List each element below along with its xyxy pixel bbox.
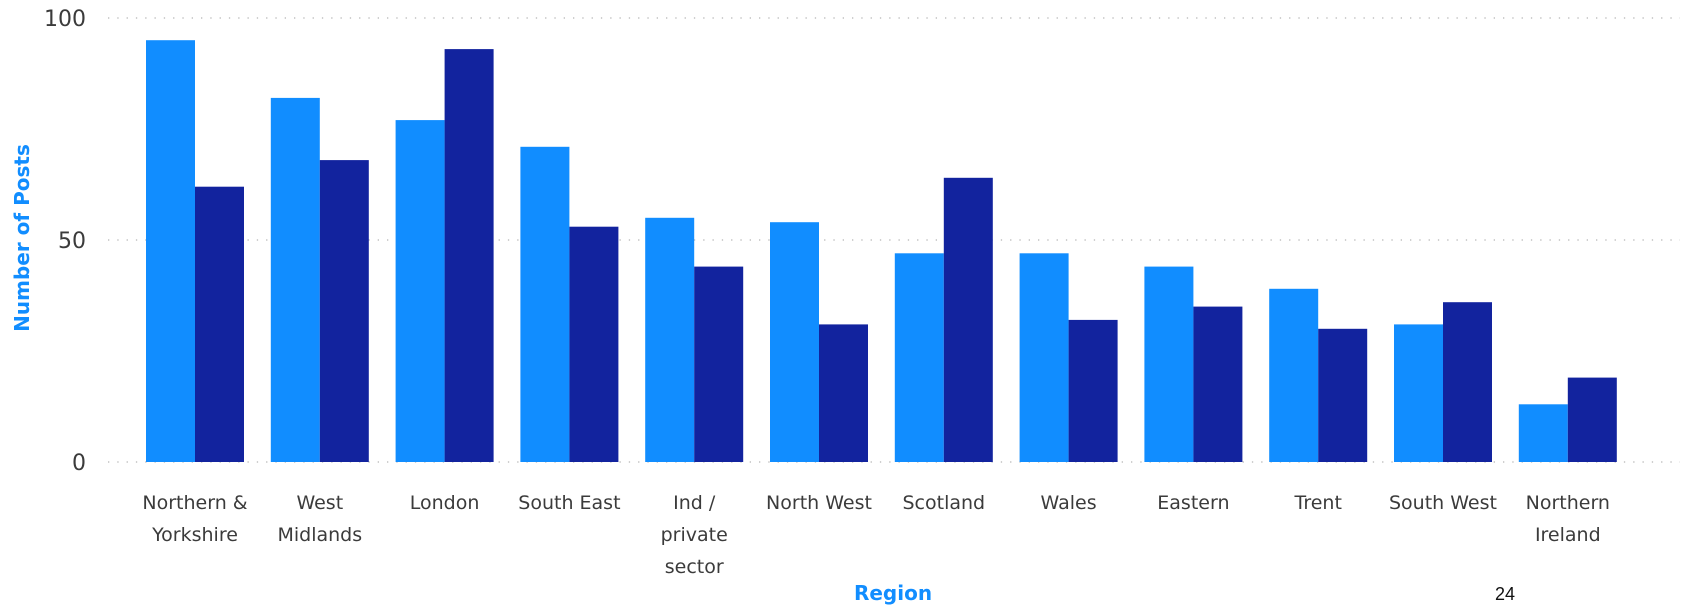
x-axis-title: Region (854, 581, 932, 605)
x-category-label-line: South West (1389, 492, 1497, 514)
bar-series-1-cat-6 (770, 222, 819, 462)
x-category-label-line: Ireland (1535, 524, 1601, 546)
bar-series-2-cat-9 (1193, 306, 1243, 462)
bar-series-2-cat-7 (943, 177, 993, 463)
bar-series-2-cat-10 (1318, 328, 1368, 462)
bar-series-2-cat-4 (569, 226, 619, 462)
x-category-label-line: sector (665, 556, 724, 578)
bar-series-2-cat-12 (1567, 377, 1617, 462)
bar-series-2-cat-1 (195, 186, 244, 462)
y-tick-label: 0 (72, 451, 86, 476)
bars (146, 40, 1617, 463)
bar-series-1-cat-8 (1019, 253, 1069, 462)
bar-series-1-cat-1 (146, 40, 195, 462)
x-category-label-line: North West (766, 492, 872, 514)
x-category-label: South East (518, 492, 620, 514)
bar-series-1-cat-9 (1144, 266, 1194, 462)
bar-series-1-cat-4 (520, 146, 570, 463)
bar-series-1-cat-7 (894, 253, 944, 462)
bar-series-1-cat-2 (270, 97, 320, 463)
bar-series-1-cat-3 (395, 120, 445, 462)
x-category-label: Northern & Yorkshire (142, 492, 247, 546)
y-axis-title: Number of Posts (10, 144, 34, 332)
x-category-label: South West (1389, 492, 1497, 514)
x-category-label-line: Northern (1526, 492, 1610, 514)
x-category-label: West Midlands (277, 492, 362, 546)
x-category-label: London (410, 492, 480, 514)
x-category-label: Wales (1041, 492, 1097, 514)
x-category-label-line: Scotland (902, 492, 985, 514)
y-tick-label: 50 (58, 229, 86, 254)
x-category-label: Eastern (1157, 492, 1229, 514)
x-category-label-line: Midlands (277, 524, 362, 546)
x-category-label: Trent (1294, 492, 1342, 514)
x-category-label-line: private (661, 524, 728, 546)
x-category-label: Northern Ireland (1526, 492, 1610, 546)
page-number: 24 (1495, 584, 1516, 604)
bar-series-2-cat-5 (694, 266, 744, 462)
x-category-label-line: Trent (1294, 492, 1342, 514)
bar-series-2-cat-6 (819, 324, 868, 462)
x-category-label-line: Northern & (142, 492, 247, 514)
y-axis-tick-labels: 0 50 100 (44, 7, 86, 476)
bar-series-2-cat-8 (1068, 319, 1118, 462)
x-category-label-line: South East (518, 492, 620, 514)
bar-series-1-cat-10 (1269, 288, 1319, 462)
x-category-label-line: Yorkshire (151, 524, 238, 546)
x-category-label: Ind / private sector (661, 492, 728, 578)
bar-series-2-cat-2 (319, 160, 369, 462)
bar-series-2-cat-11 (1443, 302, 1492, 462)
x-category-label-line: West (296, 492, 343, 514)
x-category-label: Scotland (902, 492, 985, 514)
bar-series-1-cat-5 (645, 217, 695, 462)
y-tick-label: 100 (44, 7, 86, 32)
x-category-label-line: Ind / (673, 492, 716, 514)
bar-series-1-cat-11 (1394, 324, 1443, 462)
bar-series-2-cat-3 (444, 49, 494, 462)
x-category-label-line: Eastern (1157, 492, 1229, 514)
x-category-label-line: Wales (1041, 492, 1097, 514)
x-category-label: North West (766, 492, 872, 514)
x-category-label-line: London (410, 492, 480, 514)
x-axis-category-labels: Northern & Yorkshire West Midlands London Sou… (142, 492, 1610, 578)
bar-series-1-cat-12 (1518, 404, 1568, 462)
